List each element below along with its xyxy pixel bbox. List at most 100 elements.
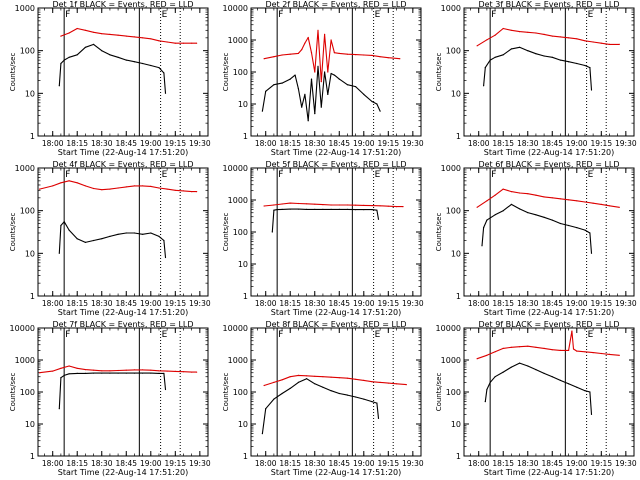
data-point-events (559, 379, 562, 381)
data-point-events (489, 59, 491, 61)
data-point-events (84, 241, 86, 243)
x-tick-label: 18:15 (492, 299, 514, 308)
x-tick-label: 19:30 (189, 459, 211, 468)
data-point-lld (600, 42, 602, 44)
data-point-lld (379, 56, 381, 58)
x-tick-label: 18:30 (304, 459, 326, 468)
data-point-events (322, 386, 324, 388)
panel-title: Det 6f BLACK = Events, RED = LLD (478, 160, 619, 169)
y-tick-label: 1000 (15, 4, 35, 13)
y-tick-label: 1 (456, 132, 461, 141)
data-point-lld (584, 351, 586, 353)
y-tick-label: 10 (451, 420, 461, 429)
panel-title: Det 5f BLACK = Events, RED = LLD (265, 160, 406, 169)
data-point-events (133, 372, 135, 374)
data-point-lld (109, 188, 111, 190)
data-point-lld (263, 205, 265, 207)
data-point-events (481, 245, 483, 247)
data-point-lld (174, 42, 176, 44)
data-point-lld (93, 187, 95, 190)
y-tick-label: 1 (456, 292, 461, 301)
panel-6: Det 6f BLACK = Events, RED = LLD 1 10 100 10… (435, 160, 637, 317)
x-tick-label: 19:30 (402, 139, 424, 148)
panel-title: Det 7f BLACK = Events, RED = LLD (52, 320, 193, 329)
data-point-lld (182, 42, 185, 44)
data-point-events (310, 78, 313, 80)
data-point-events (133, 232, 135, 234)
x-tick-label: 18:15 (492, 459, 514, 468)
x-tick-label: 18:30 (517, 459, 539, 468)
x-tick-label: 18:45 (115, 459, 137, 468)
y-tick-label: 1 (243, 452, 248, 461)
data-point-lld (338, 52, 340, 55)
data-point-lld (196, 371, 198, 373)
x-tick-label: 18:30 (91, 139, 113, 148)
data-point-events (164, 92, 167, 94)
marker-label-f: F (65, 10, 70, 20)
data-point-lld (330, 376, 332, 378)
data-point-events (489, 381, 491, 383)
panel-4: Det 4f BLACK = Events, RED = LLD 1 10 100 10… (9, 160, 211, 317)
data-point-lld (330, 204, 332, 206)
data-point-events (314, 113, 316, 115)
series-line-events (58, 221, 167, 258)
data-point-events (371, 100, 373, 103)
data-point-events (333, 74, 335, 76)
x-axis-label: Start Time (22-Aug-14 17:51:20) (484, 148, 615, 157)
x-tick-label: 19:00 (353, 459, 375, 468)
data-point-events (163, 72, 165, 74)
plot-frame (463, 327, 635, 457)
data-point-lld (191, 42, 193, 44)
x-tick-label: 18:00 (42, 139, 64, 148)
data-point-events (543, 216, 545, 218)
data-point-events (142, 62, 144, 65)
data-point-events (281, 82, 283, 84)
data-point-lld (405, 384, 407, 386)
data-point-lld (174, 370, 176, 372)
data-point-lld (76, 182, 78, 184)
data-point-events (142, 233, 144, 235)
data-point-lld (322, 204, 324, 206)
y-tick-label: 1000 (441, 164, 461, 173)
data-point-lld (166, 41, 168, 43)
data-point-lld (486, 200, 488, 202)
data-point-events (371, 209, 373, 211)
series-line-lld (263, 29, 400, 83)
y-tick-label: 1000 (228, 196, 248, 205)
x-axis-label: Start Time (22-Aug-14 17:51:20) (58, 468, 189, 477)
data-point-lld (289, 376, 291, 378)
data-point-lld (527, 31, 529, 33)
data-point-events (289, 387, 291, 389)
x-tick-label: 18:15 (66, 139, 88, 148)
data-point-lld (559, 36, 562, 38)
data-point-events (568, 61, 570, 63)
data-point-lld (60, 35, 62, 37)
data-point-events (164, 256, 167, 259)
data-point-events (93, 372, 95, 374)
data-point-events (355, 209, 357, 211)
data-point-lld (494, 194, 496, 196)
data-point-events (60, 377, 62, 379)
data-point-lld (133, 36, 135, 38)
data-point-lld (320, 81, 322, 83)
data-point-lld (324, 33, 326, 36)
data-point-lld (618, 206, 620, 208)
series-line-lld (476, 330, 620, 360)
data-point-lld (608, 205, 611, 207)
y-tick-label: 100 (233, 68, 248, 77)
panel-7: Det 7f BLACK = Events, RED = LLD 1 10 100 10… (9, 320, 211, 477)
data-point-lld (618, 354, 620, 356)
x-tick-label: 19:15 (377, 459, 399, 468)
series-line-lld (39, 180, 197, 193)
data-point-lld (191, 371, 193, 373)
data-point-lld (371, 54, 373, 57)
data-point-lld (39, 372, 41, 374)
x-tick-label: 18:30 (304, 299, 326, 308)
data-point-events (58, 85, 60, 87)
data-point-lld (174, 189, 176, 191)
data-point-lld (196, 191, 198, 193)
y-axis-label: Counts/sec (435, 213, 443, 252)
data-point-events (163, 239, 165, 242)
data-point-events (101, 238, 103, 240)
plot-frame (37, 7, 209, 137)
